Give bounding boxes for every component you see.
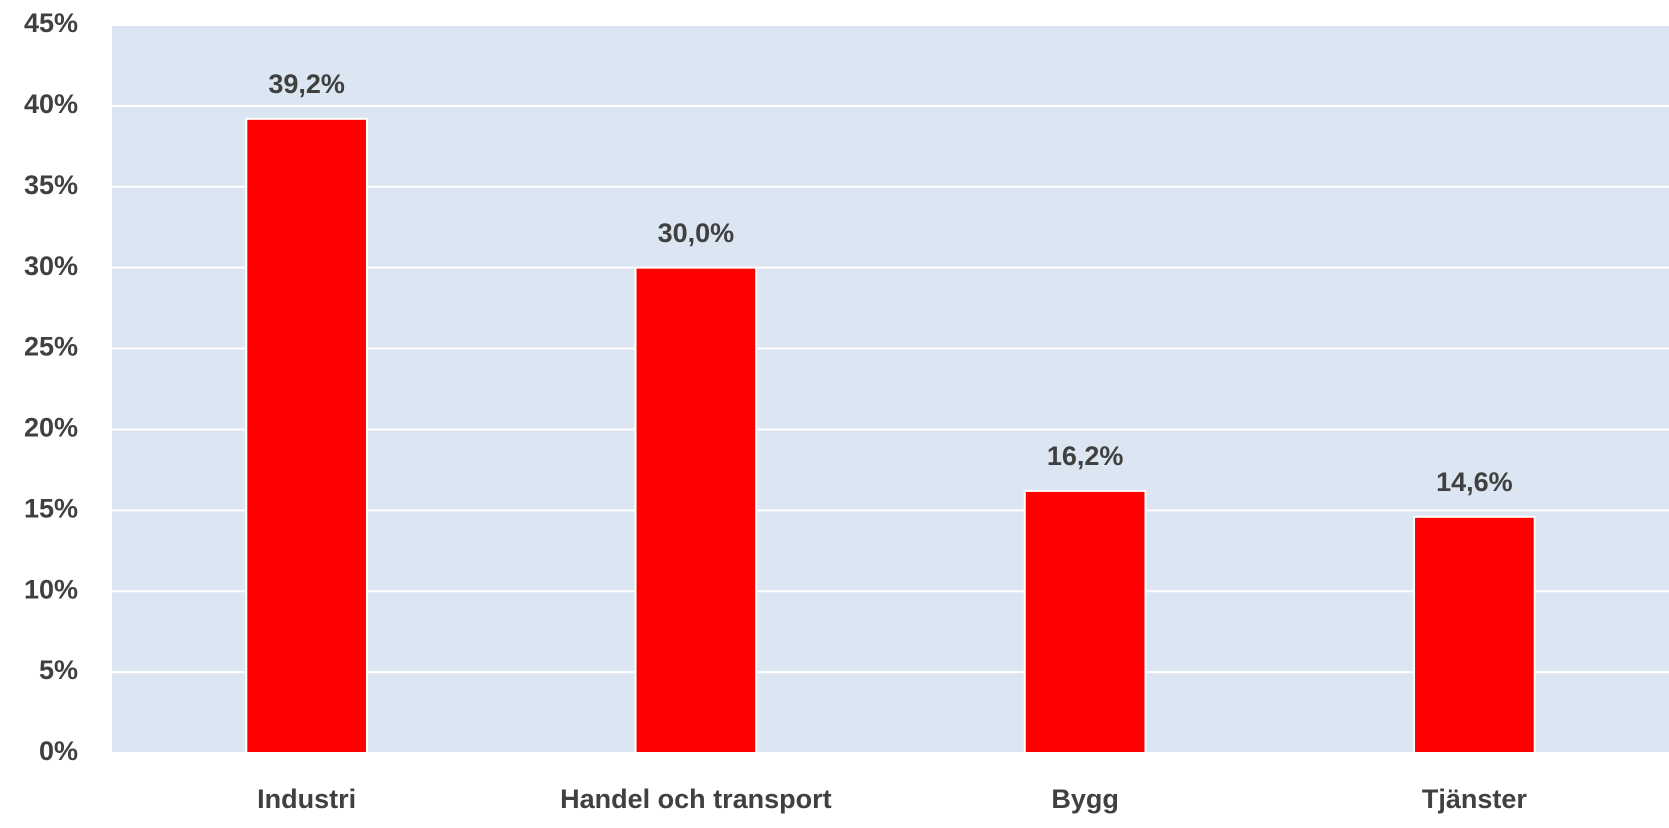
y-tick-label: 40% — [24, 89, 78, 119]
bar — [1413, 515, 1536, 754]
x-tick-label: Handel och transport — [560, 784, 832, 814]
y-tick-label: 35% — [24, 170, 78, 200]
bar — [634, 266, 758, 754]
x-tick-label: Industri — [257, 784, 356, 814]
value-label: 30,0% — [658, 218, 735, 248]
bar — [1023, 489, 1147, 754]
x-tick-label: Bygg — [1051, 784, 1119, 814]
value-label: 14,6% — [1436, 467, 1513, 497]
y-tick-label: 5% — [39, 655, 78, 685]
bar — [245, 117, 368, 754]
y-tick-label: 30% — [24, 251, 78, 281]
y-tick-label: 15% — [24, 493, 78, 523]
value-label: 39,2% — [268, 69, 345, 99]
y-tick-label: 0% — [39, 736, 78, 766]
y-tick-label: 25% — [24, 332, 78, 362]
x-tick-label: Tjänster — [1422, 784, 1528, 814]
y-tick-label: 10% — [24, 574, 78, 604]
y-tick-label: 20% — [24, 413, 78, 443]
plot-area — [112, 25, 1669, 753]
value-label: 16,2% — [1047, 441, 1124, 471]
y-tick-label: 45% — [24, 8, 78, 38]
